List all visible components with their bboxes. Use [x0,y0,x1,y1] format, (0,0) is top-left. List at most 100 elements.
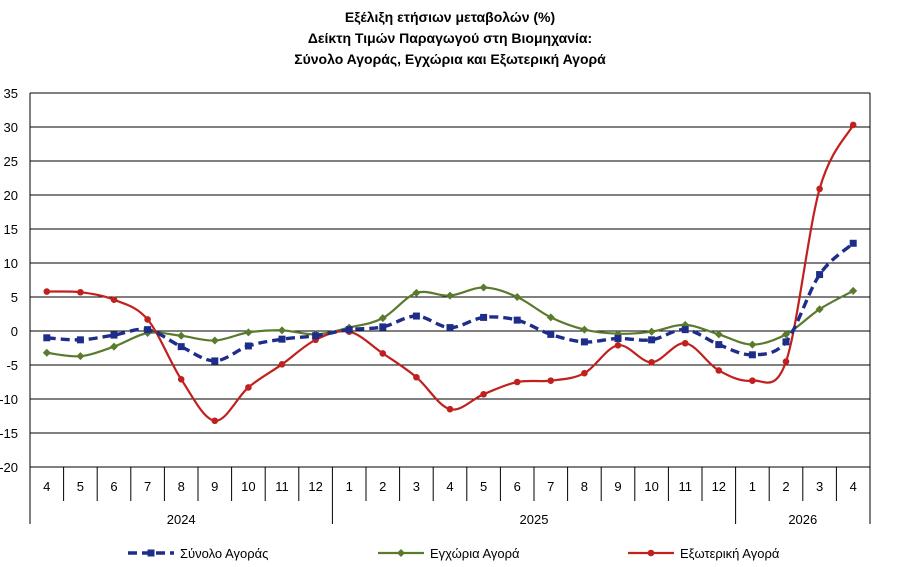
y-tick-label: 30 [4,120,18,135]
y-tick-label: -5 [6,358,18,373]
series-2-point [144,316,151,323]
series-1-point [278,326,286,335]
series-2-line [46,124,855,422]
series-2-point [782,358,790,365]
series-1-point [714,330,723,339]
series-1-point [412,288,421,297]
legend-label-0: Σύνολο Αγοράς [180,546,268,561]
x-tick-label: 5 [480,479,487,494]
series-2-point [513,378,521,386]
y-tick-label: 5 [11,290,18,305]
series-1-point [546,313,555,322]
series-0-point [177,343,185,351]
y-tick-label: 35 [4,86,18,101]
series-1-point [210,336,219,345]
series-0-point [211,357,219,365]
x-tick-label: 6 [110,479,117,494]
x-tick-label: 10 [644,479,658,494]
series-1-point [110,342,118,351]
series-0-line [46,242,855,363]
y-tick-label: -20 [0,460,18,475]
series-1-point [782,330,790,339]
series-1-point [748,340,757,349]
series-2-point [749,377,756,384]
series-0-point [648,336,656,344]
chart-title-line-2: Δείκτη Τιμών Παραγωγού στη Βιομηχανία: [308,30,592,46]
legend-marker-0 [147,549,155,557]
series-0-point [580,338,588,346]
series-1-point [479,283,488,292]
y-tick-label: 15 [4,222,18,237]
year-label: 2024 [167,512,196,527]
x-tick-label: 4 [43,479,50,494]
series-0-point [110,331,118,339]
series-1-point [647,327,656,336]
series-2-point [177,375,185,383]
series-0-point [748,351,756,359]
series-1-point [815,305,824,314]
series-2-point [379,350,387,357]
series-0-point [513,316,521,324]
series-1-point [513,293,522,301]
series-0-point [849,239,857,247]
y-tick-label: 10 [4,256,18,271]
y-tick-label: -15 [0,426,18,441]
series-2-point [77,288,84,296]
series-1-point [580,325,589,334]
series-0-point [278,335,286,343]
year-label: 2025 [520,512,549,527]
chart-title-line-1: Εξέλιξη ετήσιων μεταβολών (%) [345,9,555,25]
series-2-point [446,405,454,413]
series-1-point [244,328,253,337]
chart-title: Εξέλιξη ετήσιων μεταβολών (%) Δείκτη Τιμ… [294,9,606,67]
x-tick-label: 11 [275,479,289,494]
x-tick-label: 5 [77,479,84,494]
x-tick-label: 4 [446,479,453,494]
series-2-point [715,367,723,374]
x-tick-label: 12 [712,479,726,494]
series-0-point [446,324,454,332]
legend-marker-1 [397,549,405,557]
x-tick-label: 2 [379,479,386,494]
x-tick-label: 1 [346,479,353,494]
x-tick-label: 7 [547,479,554,494]
series-0-point [379,323,387,331]
chart-title-line-3: Σύνολο Αγοράς, Εγχώρια και Εξωτερική Αγο… [294,51,606,67]
series-1-point [76,352,85,361]
series-0-point [715,341,723,349]
series-lines [42,121,858,425]
x-tick-label: 8 [178,479,185,494]
x-tick-label: 8 [581,479,588,494]
x-tick-label: 9 [614,479,621,494]
x-tick-label: 6 [514,479,521,494]
y-tick-label: 0 [11,324,18,339]
series-1-point [378,314,387,323]
x-tick-label: 11 [678,479,692,494]
series-0-point [312,332,320,340]
series-2-point [614,341,622,349]
series-0-point [681,326,689,334]
series-1-point [849,286,858,295]
series-0-point [480,313,488,321]
series-0-point [43,334,51,342]
y-tick-label: 20 [4,188,18,203]
legend-label-2: Εξωτερική Αγορά [680,546,780,561]
series-2-point [110,296,118,304]
series-2-point [581,369,588,377]
series-0-point [76,336,84,344]
series-2-point [681,339,689,347]
series-0-point [816,271,824,279]
series-2-point [245,384,252,391]
x-tick-label: 7 [144,479,151,494]
y-axis: -20 -15 -10 -5 0 5 10 15 20 25 30 35 [0,86,18,475]
series-2-point [816,185,823,193]
series-1-point [177,331,186,340]
x-tick-label: 1 [749,479,756,494]
series-0-point [244,342,252,350]
series-1-point [446,291,454,300]
series-2-point [278,361,286,368]
x-tick-label: 2 [782,479,789,494]
x-tick-label: 3 [816,479,823,494]
